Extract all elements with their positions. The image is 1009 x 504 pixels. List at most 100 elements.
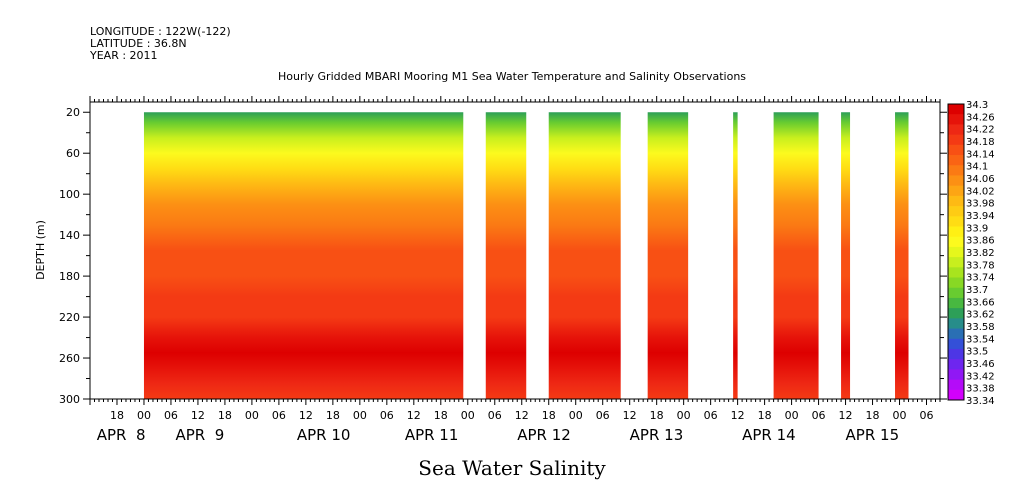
colorbar-label: 33.62 — [966, 310, 995, 321]
x-tick-label: 06 — [272, 409, 286, 422]
colorbar-swatch — [948, 206, 964, 217]
latitude-label: LATITUDE : 36.8N — [90, 37, 187, 50]
colorbar-label: 33.46 — [966, 359, 995, 370]
colorbar-label: 33.66 — [966, 297, 995, 308]
x-tick-label: 18 — [650, 409, 664, 422]
data-segment — [143, 112, 464, 399]
colorbar-swatch — [948, 338, 964, 350]
x-tick-label: 12 — [839, 409, 853, 422]
data-segment — [895, 112, 909, 399]
x-tick-label: 06 — [380, 409, 394, 422]
x-tick-label: 18 — [542, 409, 556, 422]
colorbar-swatch — [948, 144, 964, 156]
colorbar-label: 34.06 — [966, 174, 995, 185]
x-tick-label: 18 — [434, 409, 448, 422]
x-tick-label: 12 — [731, 409, 745, 422]
x-tick-label: 00 — [569, 409, 583, 422]
day-label: APR 8 — [97, 426, 146, 444]
day-label: APR 13 — [630, 426, 684, 444]
day-label: APR 11 — [405, 426, 459, 444]
colorbar-swatch — [948, 185, 964, 197]
colorbar-swatch — [948, 369, 964, 381]
y-tick-label: 300 — [59, 393, 80, 406]
colorbar-label: 33.58 — [966, 322, 995, 333]
colorbar-label: 34.26 — [966, 112, 995, 123]
colorbar-swatch — [948, 297, 964, 309]
colorbar-swatch — [948, 318, 964, 330]
x-tick-label: 00 — [137, 409, 151, 422]
day-label: APR 10 — [297, 426, 351, 444]
x-tick-label: 06 — [164, 409, 178, 422]
y-tick-label: 100 — [59, 188, 80, 201]
x-tick-label: 06 — [704, 409, 718, 422]
colorbar-label: 34.18 — [966, 137, 995, 148]
x-ticks: 18 00 06 12 18 00 06 12 18 00 06 12 18 00 06 12 18 00 06 12… — [89, 96, 941, 444]
x-tick-label: 06 — [596, 409, 610, 422]
colorbar-swatch — [948, 277, 964, 289]
colorbar-label: 34.1 — [966, 162, 988, 173]
x-tick-label: 12 — [407, 409, 421, 422]
colorbar-swatch — [948, 104, 964, 115]
day-label: APR 9 — [175, 426, 224, 444]
colorbar-label: 33.54 — [966, 334, 995, 345]
x-tick-label: 00 — [353, 409, 367, 422]
x-tick-label: 12 — [515, 409, 529, 422]
y-tick-label: 140 — [59, 229, 80, 242]
x-tick-label: 00 — [461, 409, 475, 422]
colorbar-frame — [947, 103, 965, 401]
colorbar-swatch — [948, 348, 964, 360]
colorbar-swatch — [948, 155, 964, 166]
day-label: APR 12 — [517, 426, 571, 444]
colorbar-swatch — [948, 175, 964, 187]
colorbar-label: 33.7 — [966, 285, 988, 296]
data-segment — [841, 112, 851, 399]
x-tick-label: 06 — [488, 409, 502, 422]
day-label: APR 15 — [846, 426, 900, 444]
colorbar-label: 33.98 — [966, 199, 995, 210]
colorbar-swatch — [948, 236, 964, 248]
x-tick-label: 18 — [758, 409, 772, 422]
x-tick-label: 00 — [245, 409, 259, 422]
colorbar-swatch — [948, 226, 964, 238]
y-tick-label: 180 — [59, 270, 80, 283]
colorbar-swatch — [948, 267, 964, 279]
x-tick-label: 00 — [893, 409, 907, 422]
colorbar-label: 33.9 — [966, 223, 988, 234]
y-axis-label: DEPTH (m) — [34, 220, 47, 280]
colorbar-swatch — [948, 246, 964, 258]
colorbar-label: 33.38 — [966, 384, 995, 395]
data-segment — [485, 112, 527, 399]
y-tick-label: 260 — [59, 352, 80, 365]
colorbar-swatch — [948, 359, 964, 370]
chart-title: Hourly Gridded MBARI Mooring M1 Sea Wate… — [278, 70, 746, 83]
colorbar-label: 33.94 — [966, 211, 995, 222]
x-tick-label: 18 — [218, 409, 232, 422]
colorbar-label: 33.42 — [966, 371, 995, 382]
x-tick-label: 18 — [866, 409, 880, 422]
plot-frame — [89, 101, 941, 400]
x-tick-label: 00 — [677, 409, 691, 422]
colorbar-label: 33.78 — [966, 260, 995, 271]
longitude-label: LONGITUDE : 122W(-122) — [90, 25, 231, 38]
x-tick-label: 00 — [785, 409, 799, 422]
x-tick-label: 18 — [326, 409, 340, 422]
colorbar-swatch — [948, 308, 964, 319]
x-tick-label: 06 — [920, 409, 934, 422]
chart-subtitle: Sea Water Salinity — [418, 456, 606, 480]
x-tick-label: 12 — [299, 409, 313, 422]
colorbar-swatch — [948, 216, 964, 227]
colorbar-label: 33.5 — [966, 347, 988, 358]
colorbar-label: 34.14 — [966, 149, 995, 160]
colorbar-label: 33.74 — [966, 273, 995, 284]
x-tick-label: 06 — [812, 409, 826, 422]
day-label: APR 14 — [742, 426, 796, 444]
colorbar-swatch — [948, 287, 964, 299]
x-tick-label: 12 — [191, 409, 205, 422]
x-tick-label: 12 — [623, 409, 637, 422]
data-segment — [773, 112, 819, 399]
data-segment — [548, 112, 621, 399]
colorbar-swatch — [948, 124, 964, 136]
x-tick-label: 18 — [110, 409, 124, 422]
